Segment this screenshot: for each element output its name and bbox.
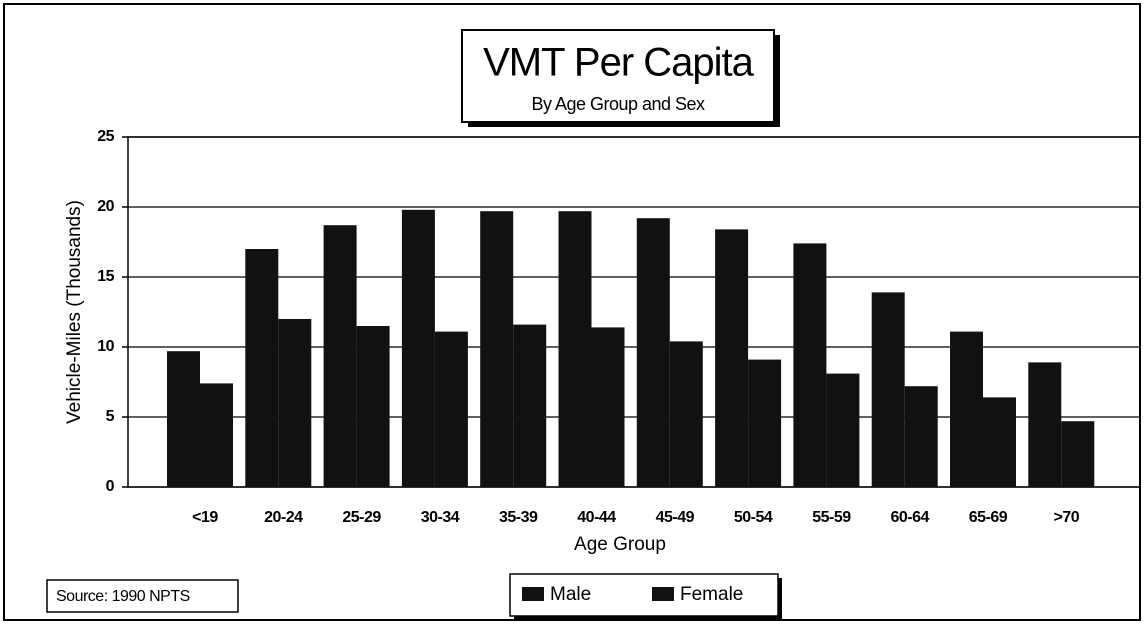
bar — [793, 243, 827, 487]
source-note: Source: 1990 NPTS — [56, 588, 190, 605]
x-tick-label: >70 — [1053, 509, 1079, 526]
bar — [826, 373, 860, 487]
bar — [904, 386, 938, 487]
bar — [558, 211, 592, 487]
bar — [669, 341, 703, 487]
bar — [950, 331, 983, 487]
bar — [245, 249, 279, 487]
x-tick-label: 20-24 — [264, 509, 303, 526]
y-tick-label: 25 — [97, 128, 114, 145]
bar — [591, 327, 625, 487]
bar — [715, 229, 749, 487]
bar — [167, 351, 200, 487]
legend-label: Male — [550, 584, 591, 605]
bar — [356, 326, 390, 487]
bar — [636, 218, 670, 487]
bar — [401, 209, 435, 488]
title-box — [461, 29, 775, 123]
x-tick-label: 55-59 — [812, 509, 851, 526]
y-tick-label: 0 — [106, 478, 115, 495]
bar — [434, 331, 468, 487]
bar — [278, 319, 312, 487]
x-axis-label: Age Group — [574, 534, 666, 555]
bar — [200, 383, 233, 487]
bar — [748, 359, 782, 487]
y-tick-label: 5 — [106, 408, 115, 425]
bar — [480, 211, 514, 487]
bar — [1028, 362, 1062, 487]
legend-label: Female — [680, 584, 743, 605]
source-box — [46, 579, 239, 613]
x-tick-label: 30-34 — [421, 509, 460, 526]
legend-box — [509, 573, 779, 617]
x-tick-label: 50-54 — [734, 509, 773, 526]
x-tick-label: <19 — [192, 509, 218, 526]
y-tick-label: 20 — [97, 198, 114, 215]
bar — [513, 324, 547, 487]
bar — [323, 225, 357, 487]
bar — [871, 292, 905, 487]
chart-title: VMT Per Capita — [483, 41, 755, 85]
x-tick-label: 35-39 — [499, 509, 538, 526]
legend-swatch — [652, 587, 674, 601]
x-tick-label: 40-44 — [577, 509, 616, 526]
x-tick-label: 60-64 — [890, 509, 929, 526]
bar — [1061, 421, 1095, 487]
x-tick-label: 65-69 — [969, 509, 1008, 526]
x-tick-label: 45-49 — [656, 509, 695, 526]
legend-swatch — [522, 587, 544, 601]
y-axis-label: Vehicle-Miles (Thousands) — [64, 200, 85, 424]
bar — [983, 397, 1016, 487]
x-tick-label: 25-29 — [342, 509, 381, 526]
y-tick-label: 10 — [97, 338, 114, 355]
chart-subtitle: By Age Group and Sex — [531, 94, 705, 114]
y-tick-label: 15 — [97, 268, 114, 285]
